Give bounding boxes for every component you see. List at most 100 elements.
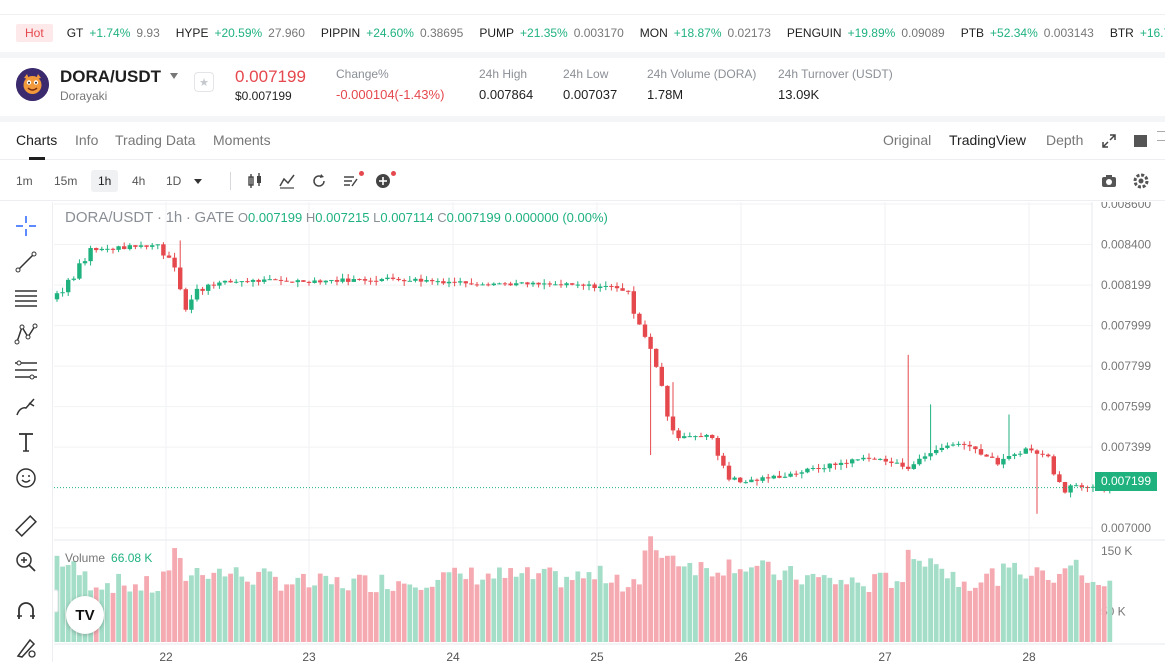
- candle-body: [771, 475, 776, 479]
- candle-body: [794, 473, 799, 475]
- hot-ticker-item[interactable]: GT +1.74% 9.93: [67, 26, 160, 40]
- timeframe-dropdown-icon[interactable]: [194, 179, 202, 184]
- ruler-icon[interactable]: [14, 514, 38, 538]
- tab-moments[interactable]: Moments: [213, 132, 271, 148]
- view-depth[interactable]: Depth: [1046, 132, 1084, 148]
- volume-bar: [861, 586, 866, 642]
- volume-bar: [950, 571, 956, 642]
- candle-body: [626, 290, 631, 292]
- ticker-change: +52.34%: [990, 25, 1038, 40]
- candle-body: [592, 284, 597, 289]
- hot-badge[interactable]: Hot: [16, 23, 53, 42]
- pair-dropdown-icon[interactable]: [170, 73, 178, 79]
- volume-bar: [670, 555, 676, 642]
- hot-ticker-item[interactable]: HYPE +20.59% 27.960: [176, 26, 305, 40]
- candle-type-icon[interactable]: [246, 172, 264, 190]
- hot-ticker-item[interactable]: PTB +52.34% 0.003143: [961, 26, 1094, 40]
- candle-body: [844, 462, 849, 464]
- tab-info[interactable]: Info: [75, 132, 99, 148]
- favorite-star-icon[interactable]: ★: [194, 72, 214, 92]
- tab-charts[interactable]: Charts: [16, 132, 58, 148]
- candle-body: [480, 284, 485, 286]
- volume-bar: [877, 572, 883, 642]
- volume-bar: [872, 574, 877, 642]
- lock-drawings-icon[interactable]: [14, 636, 38, 660]
- candle-body: [463, 281, 468, 284]
- view-tradingview[interactable]: TradingView: [949, 132, 1027, 148]
- candle-body: [609, 285, 614, 287]
- tab-trading-data[interactable]: Trading Data: [115, 132, 196, 148]
- candle-body: [659, 366, 664, 386]
- volume-bar: [709, 576, 715, 642]
- indicators-icon[interactable]: [278, 172, 296, 190]
- hot-ticker-item[interactable]: PENGUIN +19.89% 0.09089: [787, 26, 945, 40]
- candle-body: [1074, 485, 1079, 487]
- add-icon[interactable]: [374, 172, 392, 190]
- menu-icon[interactable]: [1157, 131, 1165, 141]
- price-chart-svg[interactable]: 0.008600 0.008400 0.008199 0.007999 0.007799…: [54, 202, 1165, 662]
- pair-name[interactable]: DORA/USDT: [60, 67, 162, 86]
- volume-bar: [614, 574, 620, 642]
- timeframe-1h[interactable]: 1h: [91, 170, 119, 192]
- crosshair-icon[interactable]: [14, 214, 38, 238]
- candle-body: [379, 279, 384, 282]
- legend-exchange: GATE: [194, 209, 235, 226]
- stat-24h-low: 24h Low 0.007037: [563, 67, 617, 102]
- candle-body: [1090, 486, 1096, 488]
- trend-line-icon[interactable]: [14, 250, 38, 274]
- timeframe-4h[interactable]: 4h: [132, 174, 146, 188]
- volume-bar: [732, 573, 737, 642]
- volume-bar: [592, 579, 597, 642]
- volume-bar: [413, 587, 418, 642]
- volume-bar: [1090, 581, 1096, 642]
- hot-ticker-item[interactable]: PUMP +21.35% 0.003170: [479, 26, 623, 40]
- fullscreen-icon[interactable]: [1102, 134, 1116, 148]
- replay-icon[interactable]: [310, 172, 328, 190]
- candle-body: [850, 459, 855, 464]
- zoom-in-icon[interactable]: [14, 550, 38, 574]
- volume-bar: [1023, 578, 1029, 642]
- candle-body: [306, 281, 312, 283]
- volume-bar: [177, 558, 183, 642]
- volume-bar: [810, 573, 816, 642]
- chart-area[interactable]: 0.008600 0.008400 0.008199 0.007999 0.007799…: [54, 202, 1165, 662]
- hot-ticker-item[interactable]: BTR+16.74%0.14: [1110, 26, 1165, 40]
- emoji-icon[interactable]: [14, 466, 38, 490]
- volume-bar: [317, 573, 323, 642]
- fibonacci-icon[interactable]: [14, 358, 38, 382]
- hot-ticker-item[interactable]: MON +18.87% 0.02173: [640, 26, 771, 40]
- candle-body: [665, 385, 670, 417]
- candle-body: [284, 280, 289, 282]
- text-icon[interactable]: [14, 430, 38, 454]
- candle-body: [990, 456, 995, 458]
- volume-bar: [508, 568, 513, 642]
- templates-icon[interactable]: [342, 172, 360, 190]
- magnet-icon[interactable]: [14, 599, 38, 623]
- volume-bar: [357, 574, 362, 642]
- timeframe-15m[interactable]: 15m: [54, 174, 78, 188]
- brush-icon[interactable]: [14, 394, 38, 418]
- ticker-price: 0.003170: [573, 25, 624, 40]
- candle-body: [732, 477, 737, 480]
- timeframe-1d[interactable]: 1D: [166, 174, 182, 188]
- volume-bar: [418, 589, 424, 642]
- candle-body: [295, 280, 300, 283]
- time-axis-label: 24: [446, 650, 460, 662]
- tradingview-logo[interactable]: TV: [66, 596, 104, 634]
- view-original[interactable]: Original: [883, 132, 932, 148]
- candle-body: [278, 279, 284, 281]
- layout-icon[interactable]: [1134, 135, 1147, 147]
- horizontal-lines-icon[interactable]: [14, 286, 38, 310]
- camera-icon[interactable]: [1100, 172, 1118, 190]
- pattern-icon[interactable]: [14, 322, 38, 346]
- candle-body: [486, 284, 491, 286]
- volume-bar: [816, 577, 821, 642]
- timeframe-1m[interactable]: 1m: [16, 174, 33, 188]
- settings-gear-icon[interactable]: [1132, 172, 1150, 190]
- hot-ticker-item[interactable]: PIPPIN +24.60% 0.38695: [321, 26, 463, 40]
- candle-body: [967, 444, 972, 447]
- volume-bar: [642, 550, 648, 642]
- candle-body: [385, 277, 390, 280]
- ticker-change: +20.59%: [214, 25, 263, 40]
- volume-bar: [1085, 582, 1090, 642]
